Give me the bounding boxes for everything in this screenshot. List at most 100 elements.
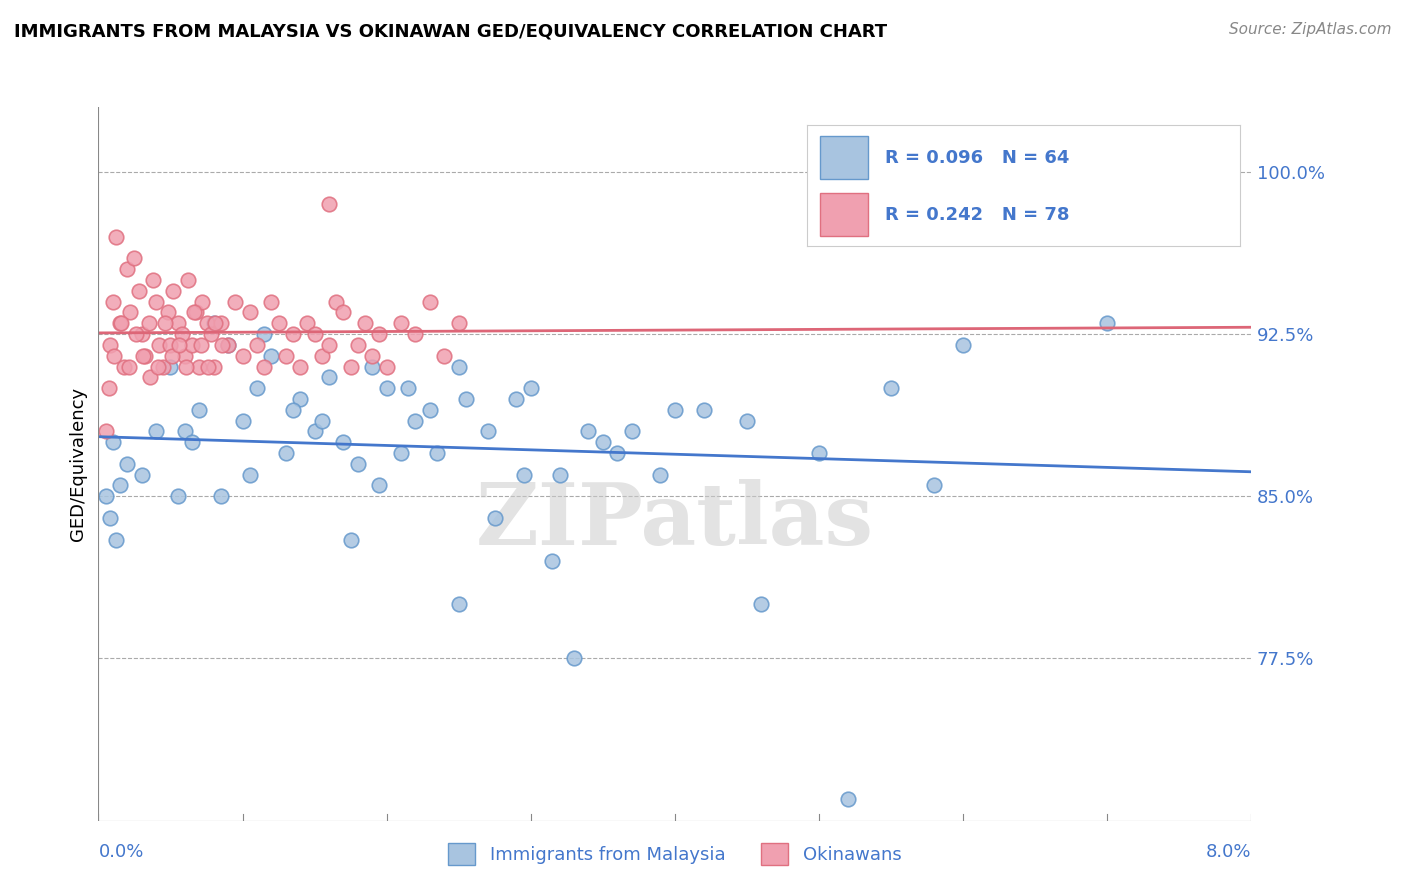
Point	[693, 402, 716, 417]
Point	[181, 338, 204, 352]
Point	[339, 533, 361, 547]
Point	[253, 359, 276, 374]
Point	[112, 359, 135, 374]
Point	[231, 349, 254, 363]
Point	[447, 598, 470, 612]
Point	[260, 349, 283, 363]
Point	[419, 402, 441, 417]
Point	[139, 370, 162, 384]
Point	[290, 359, 312, 374]
Point	[167, 338, 190, 352]
Point	[103, 349, 125, 363]
Point	[156, 305, 179, 319]
Point	[484, 511, 506, 525]
Point	[174, 425, 197, 439]
Point	[1097, 316, 1119, 330]
Point	[162, 284, 184, 298]
Point	[188, 402, 211, 417]
Point	[211, 338, 233, 352]
Point	[389, 446, 412, 460]
Point	[104, 229, 127, 244]
Point	[131, 327, 153, 342]
Point	[170, 327, 193, 342]
Point	[267, 316, 290, 330]
Point	[181, 435, 204, 450]
Point	[354, 316, 377, 330]
Point	[101, 294, 124, 309]
Point	[318, 338, 340, 352]
Point	[520, 381, 543, 395]
Point	[146, 359, 169, 374]
Point	[419, 294, 441, 309]
Point	[97, 381, 120, 395]
Text: IMMIGRANTS FROM MALAYSIA VS OKINAWAN GED/EQUIVALENCY CORRELATION CHART: IMMIGRANTS FROM MALAYSIA VS OKINAWAN GED…	[14, 22, 887, 40]
Y-axis label: GED/Equivalency: GED/Equivalency	[69, 387, 87, 541]
Text: Source: ZipAtlas.com: Source: ZipAtlas.com	[1229, 22, 1392, 37]
Point	[332, 305, 354, 319]
Point	[512, 467, 534, 482]
Point	[339, 359, 361, 374]
Point	[952, 338, 974, 352]
Point	[166, 489, 188, 503]
Point	[209, 316, 232, 330]
Point	[389, 316, 412, 330]
Point	[405, 327, 427, 342]
Point	[177, 273, 200, 287]
Point	[191, 294, 214, 309]
Point	[426, 446, 449, 460]
Point	[239, 467, 262, 482]
Point	[117, 262, 139, 277]
Point	[606, 446, 628, 460]
Text: 8.0%: 8.0%	[1206, 843, 1251, 861]
Point	[200, 327, 222, 342]
Point	[176, 359, 198, 374]
Point	[132, 349, 155, 363]
Point	[396, 381, 419, 395]
Point	[318, 197, 340, 211]
Point	[202, 359, 225, 374]
Point	[153, 316, 176, 330]
Point	[620, 425, 643, 439]
Point	[94, 425, 117, 439]
Point	[274, 349, 297, 363]
Point	[159, 338, 181, 352]
Point	[576, 425, 599, 439]
Point	[204, 316, 226, 330]
Point	[447, 316, 470, 330]
Point	[346, 457, 368, 471]
Point	[253, 327, 276, 342]
Point	[807, 446, 830, 460]
Point	[304, 327, 326, 342]
Point	[281, 327, 304, 342]
Point	[477, 425, 499, 439]
Point	[104, 533, 127, 547]
Point	[260, 294, 283, 309]
Point	[246, 381, 269, 395]
Point	[505, 392, 527, 406]
Point	[101, 435, 124, 450]
Point	[246, 338, 269, 352]
Point	[297, 316, 319, 330]
Point	[186, 305, 208, 319]
Point	[311, 414, 333, 428]
Point	[142, 273, 165, 287]
Point	[592, 435, 614, 450]
Point	[880, 381, 903, 395]
Point	[922, 478, 945, 492]
Point	[664, 402, 686, 417]
Point	[197, 359, 219, 374]
Point	[117, 457, 139, 471]
Point	[108, 478, 131, 492]
Point	[290, 392, 312, 406]
Point	[274, 446, 297, 460]
Point	[231, 414, 254, 428]
Point	[368, 478, 391, 492]
Point	[195, 316, 218, 330]
Point	[837, 792, 859, 806]
Point	[375, 381, 398, 395]
Point	[120, 305, 142, 319]
Point	[145, 425, 167, 439]
Point	[751, 598, 773, 612]
Point	[131, 467, 153, 482]
Point	[209, 489, 232, 503]
